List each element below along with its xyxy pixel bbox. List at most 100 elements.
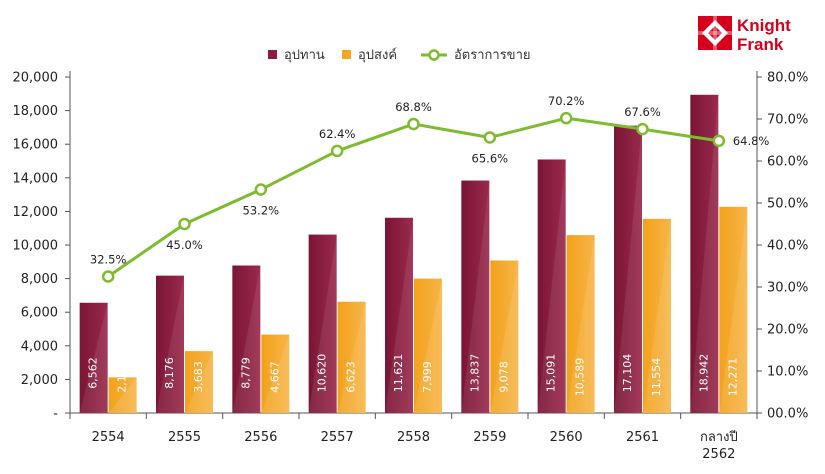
bar-demand xyxy=(414,278,442,413)
rate-point xyxy=(254,183,268,196)
bar-demand-value-label: 10,589 xyxy=(574,358,587,397)
y2-tick-label: 30.0% xyxy=(767,281,808,296)
bar-supply-value-label: 6,562 xyxy=(87,357,100,389)
x-category-label: 2561 xyxy=(626,430,659,445)
x-category-label: 2557 xyxy=(321,430,354,445)
rate-value-label: 70.2% xyxy=(548,94,585,108)
bar-demand xyxy=(566,235,595,413)
bar-demand xyxy=(185,351,213,413)
bar-demand-value-label: 7,999 xyxy=(421,361,434,393)
x-category-label: กลางปี xyxy=(700,429,738,445)
y2-tick-label: 20.0% xyxy=(767,323,808,338)
bar-supply-shade xyxy=(537,159,566,413)
legend: อุปทาน อุปสงค์ อัตราการขาย xyxy=(268,47,531,63)
plot-area: - 2,000 4,000 6,000 8,000 10,000 12,000 14,000 1… xyxy=(13,71,809,463)
legend-label-rate: อัตราการขาย xyxy=(454,48,531,63)
bar-demand-value-label: 3,683 xyxy=(192,361,205,393)
bar-supply-shade xyxy=(308,234,337,413)
logo-mark-icon xyxy=(698,16,732,50)
bar-supply-value-label: 11,621 xyxy=(392,354,405,393)
legend-marker-rate xyxy=(428,49,440,61)
x-category-label: 2554 xyxy=(92,430,125,445)
bar-supply-value-label: 13,837 xyxy=(468,354,481,393)
y-tick-label: 14,000 xyxy=(13,171,59,186)
rate-value-label: 53.2% xyxy=(243,204,280,218)
rate-value-label: 32.5% xyxy=(90,253,127,267)
rate-point xyxy=(483,131,497,144)
bar-demand-shade xyxy=(643,218,671,413)
y2-tick-label: 70.0% xyxy=(767,113,808,128)
bar-supply xyxy=(690,94,719,413)
rate-point xyxy=(178,217,191,231)
bar-supply-value-label: 18,942 xyxy=(697,354,710,393)
x-category-label: 2562 xyxy=(702,447,735,462)
y-tick-label: 10,000 xyxy=(13,239,59,254)
y-tick-label: 16,000 xyxy=(13,138,59,153)
y-tick-label: 8,000 xyxy=(21,272,58,287)
bar-demand xyxy=(108,377,137,413)
bar-demand-value-label: 11,554 xyxy=(650,358,663,397)
bar-demand-shade xyxy=(108,377,137,413)
bar-demand-value-label: 2,121 xyxy=(116,361,129,393)
bar-supply-shade xyxy=(79,302,108,413)
bar-supply xyxy=(537,159,566,413)
y-tick-label: 18,000 xyxy=(13,104,59,119)
rate-point xyxy=(101,270,115,283)
bar-supply-shade xyxy=(156,275,184,413)
bar-demand-value-label: 9,078 xyxy=(497,361,510,393)
legend-label-demand: อุปสงค์ xyxy=(358,47,397,63)
y-tick-label: 20,000 xyxy=(13,71,59,86)
bar-demand-shade xyxy=(719,206,748,413)
rate-point xyxy=(559,111,573,125)
bar-demand-value-label: 6,623 xyxy=(345,361,358,393)
x-category-label: 2556 xyxy=(244,430,277,445)
rate-point xyxy=(712,134,726,148)
bar-supply-value-label: 8,176 xyxy=(163,357,176,389)
legend-swatch-demand xyxy=(342,50,351,59)
y-tick-label: 6,000 xyxy=(21,306,58,321)
rate-value-label: 62.4% xyxy=(319,127,356,141)
bar-supply-value-label: 10,620 xyxy=(316,354,329,393)
rate-value-label: 68.8% xyxy=(395,100,432,114)
bar-supply-shade xyxy=(461,180,490,413)
y2-tick-label: 60.0% xyxy=(767,155,808,170)
y2-tick-label: 10.0% xyxy=(767,365,808,380)
bar-demand-shade xyxy=(261,334,290,413)
bar-supply-value-label: 8,779 xyxy=(239,357,252,389)
y2-tick-label: 00.0% xyxy=(767,407,808,422)
rate-point xyxy=(636,122,649,136)
y2-tick-label: 40.0% xyxy=(767,239,808,254)
bar-supply-shade xyxy=(690,94,719,413)
bar-supply-value-label: 17,104 xyxy=(621,354,634,393)
bar-supply xyxy=(385,217,413,413)
bar-demand-value-label: 4,667 xyxy=(268,361,281,393)
y2-tick-label: 50.0% xyxy=(767,197,808,212)
bar-supply xyxy=(308,234,337,413)
bar-demand xyxy=(490,260,519,413)
bar-demand-shade xyxy=(414,278,442,413)
bar-demand-shade xyxy=(185,351,213,413)
bar-supply xyxy=(461,180,490,413)
bar-demand xyxy=(719,206,748,413)
x-category-label: 2560 xyxy=(550,430,583,445)
rate-value-label: 64.8% xyxy=(733,134,770,148)
bar-demand-shade xyxy=(566,235,595,413)
bar-supply-shade xyxy=(614,125,642,413)
legend-label-supply: อุปทาน xyxy=(284,48,325,63)
legend-swatch-supply xyxy=(268,50,277,59)
y2-tick-label: 80.0% xyxy=(767,71,808,86)
x-category-label: 2555 xyxy=(168,430,201,445)
rate-point xyxy=(407,117,420,131)
y-tick-label: 2,000 xyxy=(21,373,58,388)
rate-point xyxy=(330,144,344,158)
bar-supply xyxy=(156,275,184,413)
bar-supply-value-label: 15,091 xyxy=(545,354,558,393)
y-tick-label: 4,000 xyxy=(21,339,58,354)
bar-supply xyxy=(614,125,642,413)
bar-demand-shade xyxy=(490,260,519,413)
x-category-label: 2559 xyxy=(473,430,506,445)
y-tick-label: - xyxy=(53,407,58,422)
logo-text-line2: Frank xyxy=(737,35,784,54)
bar-supply xyxy=(232,265,261,413)
